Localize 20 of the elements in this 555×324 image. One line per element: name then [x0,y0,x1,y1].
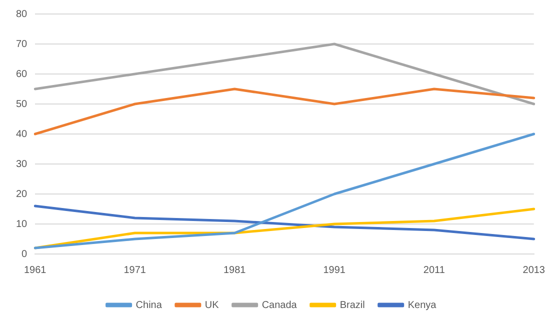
legend-label: Canada [262,300,298,311]
y-tick-label: 30 [16,158,28,170]
y-tick-label: 0 [22,248,28,260]
y-tick-label: 10 [16,218,28,230]
x-tick-label: 1981 [224,264,246,276]
x-tick-label: 2013 [522,264,546,276]
legend-label: Kenya [408,300,437,311]
legend-label: China [136,300,162,311]
x-tick-label: 2011 [423,264,446,276]
y-tick-label: 40 [16,128,28,140]
y-tick-label: 50 [16,98,28,110]
x-tick-label: 1971 [124,264,146,276]
x-tick-label: 1991 [323,264,346,276]
legend-label: UK [204,300,220,311]
legend-label: Brazil [340,300,365,311]
y-tick-label: 70 [16,38,28,50]
y-tick-label: 80 [16,8,28,20]
y-tick-label: 60 [16,68,28,80]
y-tick-label: 20 [16,188,28,200]
x-tick-label: 1961 [24,264,47,276]
